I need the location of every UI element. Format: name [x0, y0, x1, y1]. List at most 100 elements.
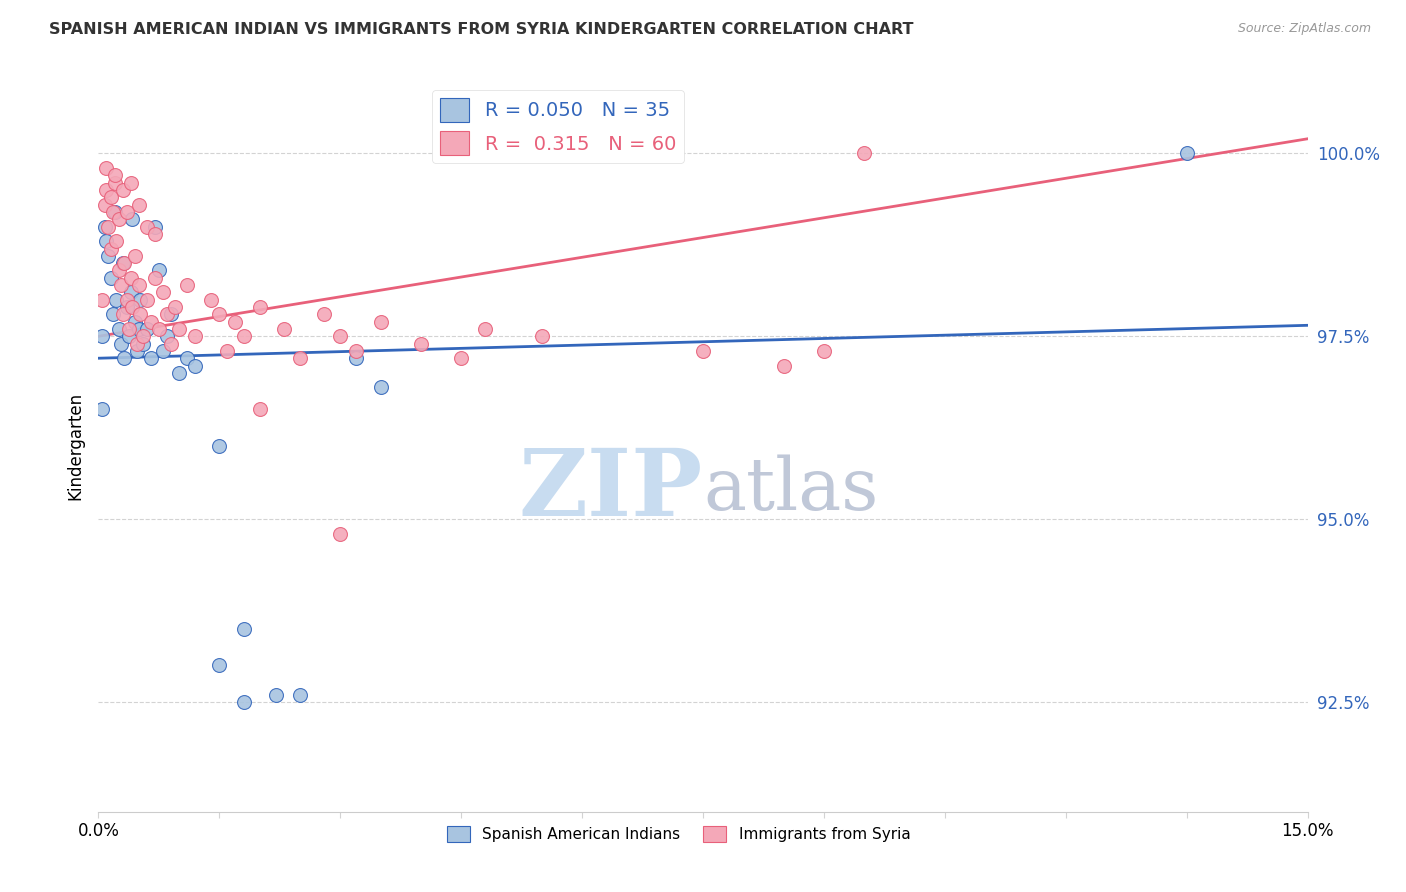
Point	[111, 183, 134, 197]
Point	[200, 293, 222, 307]
Point	[110, 336, 132, 351]
Point	[111, 307, 134, 321]
Point	[143, 227, 166, 241]
Point	[692, 343, 714, 358]
Point	[107, 263, 129, 277]
Text: SPANISH AMERICAN INDIAN VS IMMIGRANTS FROM SYRIA KINDERGARTEN CORRELATION CHART: SPANISH AMERICAN INDIAN VS IMMIGRANTS FR…	[49, 22, 914, 37]
Point	[152, 285, 174, 300]
Point	[148, 322, 170, 336]
Point	[249, 300, 271, 314]
Point	[167, 322, 190, 336]
Text: atlas: atlas	[703, 455, 879, 525]
Point	[115, 205, 138, 219]
Text: Source: ZipAtlas.com: Source: ZipAtlas.com	[1237, 22, 1371, 36]
Point	[474, 322, 496, 336]
Point	[370, 380, 392, 394]
Point	[112, 256, 135, 270]
Point	[128, 197, 150, 211]
Point	[121, 212, 143, 227]
Point	[148, 263, 170, 277]
Point	[120, 270, 142, 285]
Point	[139, 315, 162, 329]
Point	[1175, 146, 1198, 161]
Point	[208, 307, 231, 321]
Point	[124, 249, 146, 263]
Point	[94, 197, 117, 211]
Point	[128, 322, 150, 336]
Point	[91, 293, 114, 307]
Point	[118, 329, 141, 343]
Point	[115, 300, 138, 314]
Point	[127, 343, 149, 358]
Point	[288, 688, 311, 702]
Point	[160, 307, 183, 321]
Point	[314, 307, 336, 321]
Point	[853, 146, 876, 161]
Point	[232, 329, 254, 343]
Point	[156, 329, 179, 343]
Point	[96, 183, 118, 197]
Point	[132, 336, 155, 351]
Point	[96, 161, 118, 175]
Point	[217, 343, 239, 358]
Point	[91, 329, 114, 343]
Point	[143, 219, 166, 234]
Point	[139, 351, 162, 366]
Point	[273, 322, 295, 336]
Point	[163, 300, 186, 314]
Point	[118, 322, 141, 336]
Point	[105, 234, 128, 248]
Point	[94, 219, 117, 234]
Point	[152, 343, 174, 358]
Point	[105, 293, 128, 307]
Point	[232, 622, 254, 636]
Point	[129, 307, 152, 321]
Point	[176, 278, 198, 293]
Point	[160, 336, 183, 351]
Point	[101, 205, 124, 219]
Point	[107, 212, 129, 227]
Point	[530, 329, 553, 343]
Y-axis label: Kindergarten: Kindergarten	[66, 392, 84, 500]
Point	[167, 366, 190, 380]
Point	[111, 256, 134, 270]
Point	[96, 234, 118, 248]
Point	[124, 315, 146, 329]
Text: ZIP: ZIP	[519, 445, 703, 535]
Point	[112, 351, 135, 366]
Point	[107, 322, 129, 336]
Legend: Spanish American Indians, Immigrants from Syria: Spanish American Indians, Immigrants fro…	[441, 820, 917, 848]
Point	[132, 329, 155, 343]
Point	[129, 293, 152, 307]
Point	[176, 351, 198, 366]
Point	[110, 278, 132, 293]
Point	[100, 242, 122, 256]
Point	[156, 307, 179, 321]
Point	[288, 351, 311, 366]
Point	[232, 695, 254, 709]
Point	[127, 336, 149, 351]
Point	[91, 402, 114, 417]
Point	[135, 219, 157, 234]
Point	[329, 526, 352, 541]
Point	[208, 439, 231, 453]
Point	[121, 300, 143, 314]
Point	[249, 402, 271, 417]
Point	[97, 249, 120, 263]
Point	[100, 190, 122, 204]
Point	[115, 293, 138, 307]
Point	[224, 315, 246, 329]
Point	[120, 285, 142, 300]
Point	[772, 359, 794, 373]
Point	[103, 205, 125, 219]
Point	[184, 359, 207, 373]
Point	[97, 219, 120, 234]
Point	[813, 343, 835, 358]
Point	[409, 336, 432, 351]
Point	[264, 688, 287, 702]
Point	[103, 169, 125, 183]
Point	[120, 176, 142, 190]
Point	[450, 351, 472, 366]
Point	[208, 658, 231, 673]
Point	[184, 329, 207, 343]
